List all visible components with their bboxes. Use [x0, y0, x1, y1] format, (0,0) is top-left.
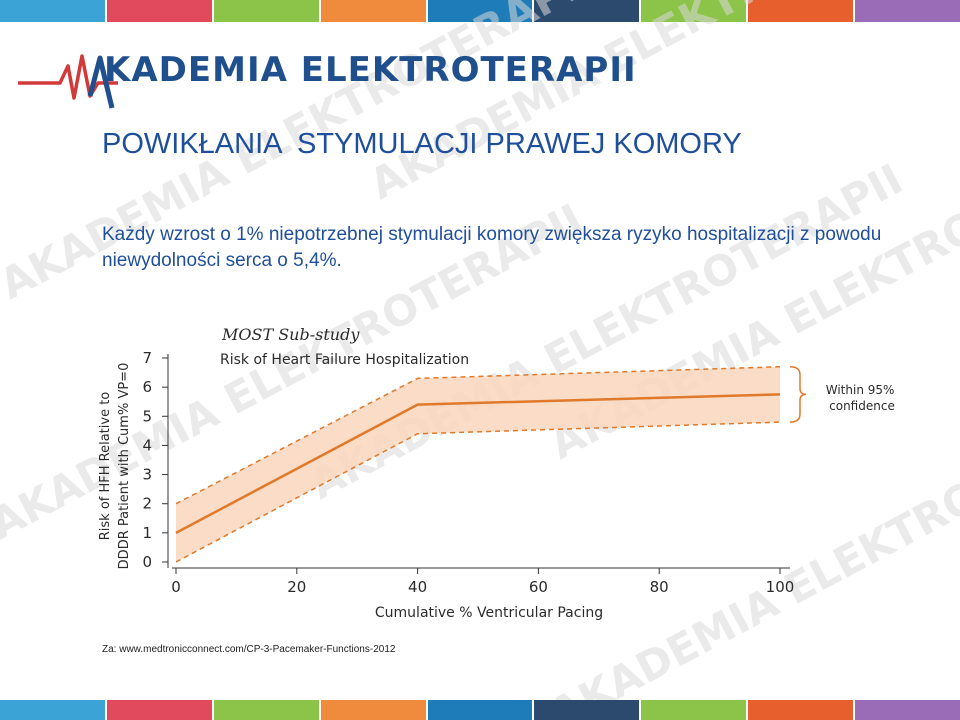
confidence-annotation-line2: confidence	[829, 399, 895, 413]
stripe-segment	[320, 700, 426, 720]
stripe-segment	[641, 0, 747, 22]
stripe-segment	[427, 700, 533, 720]
y-tick-label: 7	[142, 349, 152, 367]
stripe-segment	[0, 0, 105, 22]
band-upper-line	[175, 365, 781, 505]
confidence-annotation: Within 95% confidence	[826, 383, 899, 413]
stripe-segment	[534, 0, 640, 22]
x-tick-label: 100	[766, 578, 795, 596]
y-axis-label-line1: Risk of HFH Relative to	[98, 392, 113, 541]
x-axis-label: Cumulative % Ventricular Pacing	[375, 605, 603, 621]
stripe-segment	[106, 700, 212, 720]
confidence-annotation-line1: Within 95%	[826, 383, 895, 397]
y-tick-label: 2	[142, 495, 152, 513]
stripe-segment	[106, 0, 212, 22]
confidence-bracket	[789, 365, 807, 423]
chart-title: MOST Sub-study	[221, 325, 360, 344]
y-tick-label: 0	[142, 553, 152, 571]
y-tick-label: 4	[142, 436, 152, 454]
confidence-band	[176, 366, 780, 562]
stripe-segment	[748, 0, 854, 22]
stripe-segment	[427, 0, 533, 22]
y-tick-label: 3	[142, 466, 152, 484]
slide-title: POWIKŁANIA STYMULACJI PRAWEJ KOMORY	[102, 128, 742, 160]
plot-area: 0 20 40 60 80 100 0 1 2 3 4 5 6 7	[142, 349, 807, 596]
stripe-segment	[855, 0, 960, 22]
y-tick-label: 5	[142, 407, 152, 425]
stripe-segment	[0, 700, 105, 720]
x-tick-label: 80	[650, 578, 669, 596]
logo-text: KADEMIA ELEKTROTERAPII	[104, 50, 637, 90]
band-lower-line	[175, 421, 781, 563]
stripe-segment	[855, 700, 960, 720]
stripe-segment	[213, 700, 319, 720]
source-citation: Za: www.medtronicconnect.com/CP-3-Pacema…	[102, 644, 396, 655]
x-tick-label: 0	[171, 578, 181, 596]
stripe-segment	[748, 700, 854, 720]
x-tick-label: 40	[408, 578, 427, 596]
y-tick-label: 6	[142, 378, 152, 396]
x-tick-label: 60	[529, 578, 548, 596]
bottom-color-stripe	[0, 700, 960, 720]
logo-pulse-icon	[18, 54, 118, 109]
x-tick-label: 20	[287, 578, 306, 596]
y-tick-label: 1	[142, 524, 152, 542]
stripe-segment	[534, 700, 640, 720]
y-axis-label-line2: DDDR Patient with Cum% VP=0	[117, 363, 132, 570]
slide-subtitle: Każdy wzrost o 1% niepotrzebnej stymulac…	[102, 224, 882, 271]
chart-subtitle: Risk of Heart Failure Hospitalization	[220, 352, 469, 368]
stripe-segment	[320, 0, 426, 22]
stripe-segment	[641, 700, 747, 720]
stripe-segment	[213, 0, 319, 22]
top-color-stripe	[0, 0, 960, 22]
